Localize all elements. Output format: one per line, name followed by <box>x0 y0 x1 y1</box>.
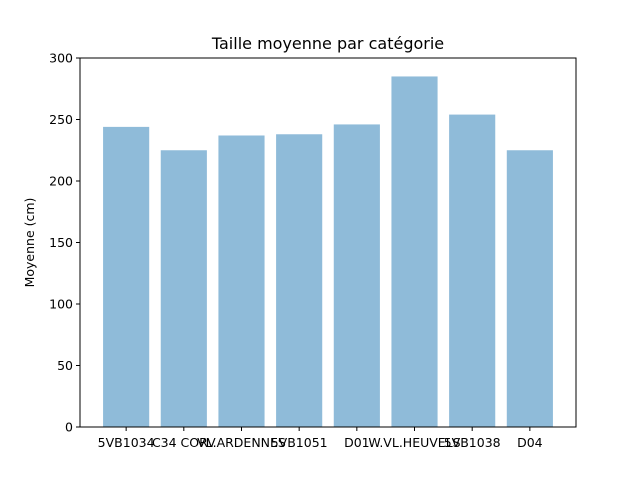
x-tick-label: VL.ARDENNES <box>197 435 286 450</box>
y-tick-label: 300 <box>49 51 73 66</box>
plot-frame <box>79 57 577 428</box>
chart-title: Taille moyenne par catégorie <box>211 34 444 53</box>
bar-5vb1051 <box>276 134 323 427</box>
bar-5vb1038 <box>449 114 496 427</box>
y-tick-label: 0 <box>65 420 73 435</box>
x-tick-label: W.VL.HEUVELS <box>368 435 460 450</box>
y-tick-label: 100 <box>49 297 73 312</box>
bars <box>103 76 553 428</box>
y-axis-label: Moyenne (cm) <box>22 198 37 288</box>
x-tick-label: D04 <box>517 435 543 450</box>
x-tick-label: D01 <box>344 435 370 450</box>
bar-w-vl-heuvels <box>391 76 438 427</box>
y-tick-label: 150 <box>49 235 73 250</box>
bar-5vb1034 <box>103 126 150 427</box>
x-tick-label: 5VB1038 <box>444 435 501 450</box>
bar-d01 <box>333 124 380 428</box>
bar-c34-corv <box>160 150 207 427</box>
y-axis-ticks: 0 50 100 150 200 250 300 <box>49 51 80 435</box>
x-tick-label: C34 CORV <box>152 435 216 450</box>
bar-vl-ardennes <box>218 135 265 428</box>
x-tick-label: 5VB1034 <box>98 435 155 450</box>
y-tick-label: 250 <box>49 112 73 127</box>
bar-d04 <box>506 150 553 427</box>
y-tick-label: 200 <box>49 174 73 189</box>
x-tick-label: 5VB1051 <box>271 435 328 450</box>
y-tick-label: 50 <box>57 358 73 373</box>
